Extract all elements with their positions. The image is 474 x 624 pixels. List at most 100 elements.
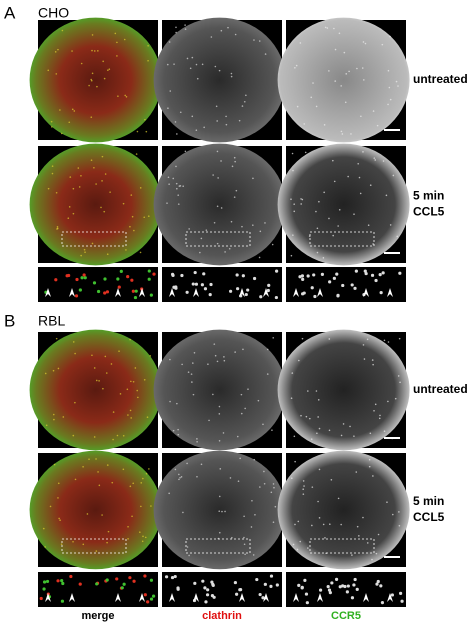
puncta xyxy=(93,166,95,169)
puncta xyxy=(310,286,314,290)
puncta xyxy=(224,510,226,513)
puncta xyxy=(304,151,307,154)
puncta xyxy=(213,221,216,224)
puncta xyxy=(262,423,264,426)
puncta xyxy=(233,580,237,585)
puncta xyxy=(324,537,326,539)
puncta xyxy=(55,191,58,194)
puncta xyxy=(204,600,208,604)
puncta xyxy=(54,51,57,53)
puncta xyxy=(389,98,392,101)
puncta xyxy=(47,69,50,72)
puncta xyxy=(88,84,90,87)
puncta xyxy=(320,272,324,276)
puncta xyxy=(340,523,342,526)
puncta xyxy=(145,130,148,133)
puncta xyxy=(131,215,134,218)
puncta xyxy=(56,226,59,228)
puncta xyxy=(368,465,371,468)
puncta xyxy=(220,29,223,32)
arrowhead xyxy=(45,593,51,602)
puncta xyxy=(143,574,147,578)
arrowhead xyxy=(239,288,245,297)
puncta xyxy=(242,348,244,351)
puncta xyxy=(188,554,190,557)
puncta xyxy=(233,196,236,198)
puncta xyxy=(103,277,107,281)
puncta xyxy=(95,183,97,185)
puncta xyxy=(295,64,298,67)
arrowhead xyxy=(387,593,393,602)
puncta xyxy=(80,254,82,257)
puncta xyxy=(369,432,372,435)
arrowhead xyxy=(387,288,393,297)
arrowhead xyxy=(363,593,369,602)
puncta xyxy=(139,187,142,189)
puncta xyxy=(350,596,355,600)
puncta xyxy=(316,432,318,435)
arrowhead xyxy=(363,288,369,297)
puncta xyxy=(210,36,213,38)
puncta xyxy=(219,468,222,470)
puncta xyxy=(72,187,75,190)
puncta xyxy=(133,295,138,300)
puncta xyxy=(45,424,48,427)
puncta xyxy=(318,427,321,430)
puncta xyxy=(74,478,77,481)
puncta xyxy=(201,579,205,583)
puncta xyxy=(129,338,131,341)
puncta xyxy=(196,438,198,440)
puncta xyxy=(341,283,345,288)
puncta xyxy=(378,417,381,420)
puncta xyxy=(398,337,401,340)
zoom-box xyxy=(309,231,375,247)
puncta xyxy=(72,434,75,437)
puncta xyxy=(178,478,180,481)
puncta xyxy=(366,338,369,341)
puncta xyxy=(368,458,371,461)
puncta xyxy=(57,48,59,51)
puncta xyxy=(323,191,325,194)
zoom-box xyxy=(185,231,251,247)
condition-label: untreated xyxy=(413,382,468,396)
puncta xyxy=(364,271,368,276)
puncta xyxy=(395,80,398,83)
puncta xyxy=(72,540,74,543)
puncta xyxy=(372,363,374,366)
puncta xyxy=(353,213,355,215)
puncta xyxy=(369,184,372,187)
puncta xyxy=(271,243,274,246)
cell xyxy=(29,450,162,570)
puncta xyxy=(139,251,142,254)
puncta xyxy=(266,288,270,293)
puncta xyxy=(102,387,104,390)
puncta xyxy=(292,169,294,172)
puncta xyxy=(72,212,75,215)
puncta xyxy=(122,468,125,471)
puncta xyxy=(112,438,114,441)
puncta xyxy=(300,198,302,200)
puncta xyxy=(116,277,120,281)
arrowhead xyxy=(293,288,299,297)
puncta xyxy=(344,101,347,104)
puncta xyxy=(341,584,345,588)
puncta xyxy=(300,203,302,205)
arrowhead xyxy=(69,288,75,297)
puncta xyxy=(349,425,351,428)
puncta xyxy=(353,577,357,582)
puncta xyxy=(74,401,76,404)
puncta xyxy=(228,247,231,250)
puncta xyxy=(374,278,378,283)
puncta xyxy=(126,275,130,279)
puncta xyxy=(182,185,184,188)
puncta xyxy=(95,379,98,382)
puncta xyxy=(326,27,329,29)
puncta xyxy=(307,390,309,392)
puncta xyxy=(294,523,296,526)
puncta xyxy=(332,276,336,280)
puncta xyxy=(174,121,177,123)
puncta xyxy=(67,217,70,219)
puncta xyxy=(258,40,261,42)
puncta xyxy=(190,373,193,375)
puncta xyxy=(214,354,217,357)
